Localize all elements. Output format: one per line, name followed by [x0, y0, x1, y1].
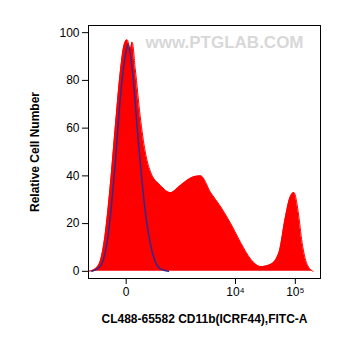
- svg-text:20: 20: [66, 216, 80, 230]
- svg-text:CL488-65582 CD11b(ICRF44),FITC: CL488-65582 CD11b(ICRF44),FITC-A: [101, 312, 307, 326]
- svg-text:10⁵: 10⁵: [286, 285, 304, 299]
- svg-text:Relative Cell Number: Relative Cell Number: [28, 92, 42, 212]
- svg-text:60: 60: [66, 121, 80, 135]
- svg-text:0: 0: [73, 264, 80, 278]
- svg-text:www.PTGLAB.COM: www.PTGLAB.COM: [144, 33, 303, 52]
- svg-text:40: 40: [66, 169, 80, 183]
- svg-text:80: 80: [66, 73, 80, 87]
- svg-text:100: 100: [59, 26, 79, 40]
- svg-text:0: 0: [123, 285, 130, 299]
- svg-text:10⁴: 10⁴: [226, 285, 245, 299]
